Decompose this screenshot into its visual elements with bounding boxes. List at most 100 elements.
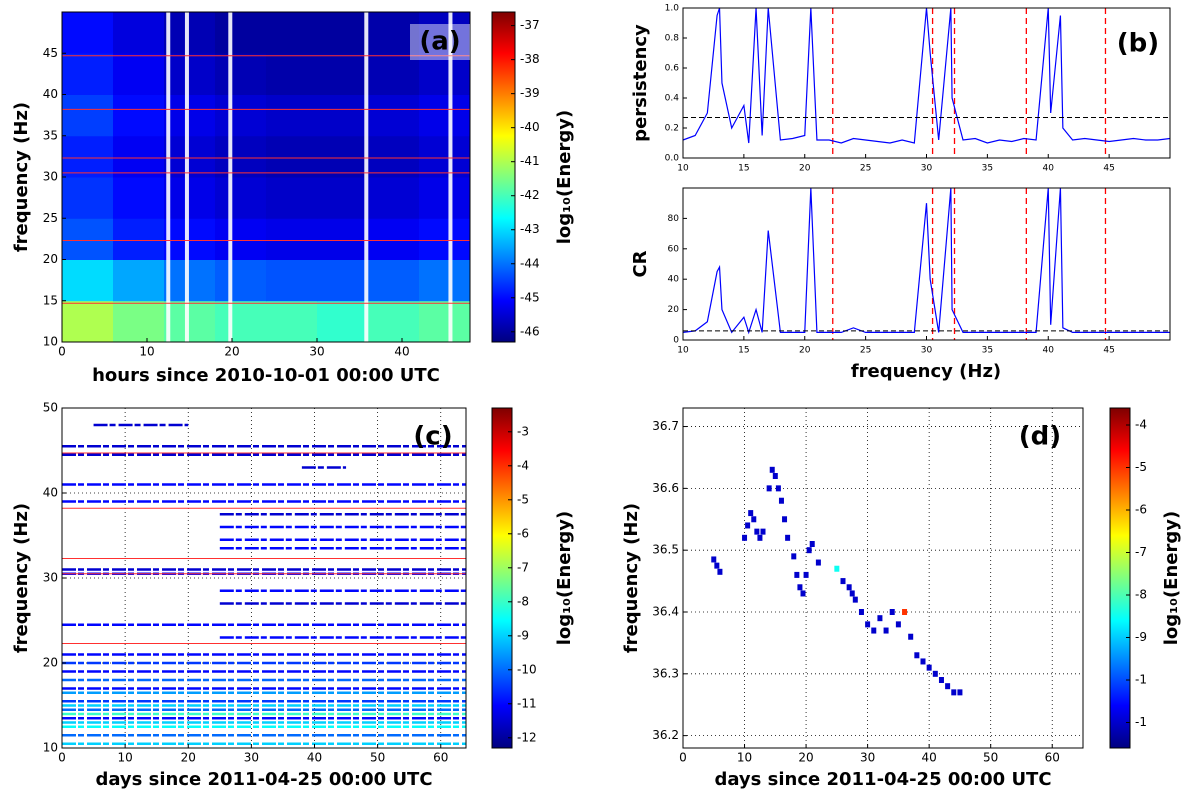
x-tick-label: 30 (921, 346, 933, 356)
heat-cell (215, 259, 267, 302)
heat-cell (266, 53, 318, 95)
heat-cell (113, 53, 165, 95)
data-gap (228, 12, 233, 342)
y-tick-label: 20 (43, 656, 58, 670)
heat-cell (419, 218, 471, 260)
y-axis-label: CR (630, 250, 651, 277)
colorbar-label: log₁₀(Energy) (1161, 511, 1182, 645)
point (865, 621, 871, 628)
heat-cell (419, 300, 471, 343)
colorbar-tick-label: -45 (520, 290, 540, 304)
y-axis-label: frequency (Hz) (621, 503, 642, 653)
y-tick-label: 36.5 (652, 543, 679, 557)
x-tick-label: 10 (139, 345, 154, 359)
heat-cell (164, 300, 216, 343)
point (846, 584, 852, 591)
point (840, 578, 846, 585)
x-tick-label: 20 (798, 751, 813, 765)
heat-cell (266, 135, 318, 178)
y-tick-label: 40 (43, 486, 58, 500)
point (951, 689, 957, 696)
y-tick-label: 36.7 (652, 419, 679, 433)
colorbar-tick-label: -42 (520, 188, 540, 202)
point (748, 510, 754, 517)
x-tick-label: 15 (738, 164, 749, 174)
plot-frame (682, 407, 1084, 749)
point (858, 609, 864, 615)
heat-cell (368, 218, 420, 260)
heat-cell (215, 135, 267, 178)
point (772, 473, 778, 479)
x-tick-label: 30 (860, 751, 875, 765)
heat-cell (164, 53, 216, 95)
colorbar-tick-label: -5 (1135, 460, 1147, 474)
heat-cell (113, 300, 165, 343)
colorbar-tick-label: -3 (517, 424, 529, 438)
point (775, 485, 781, 492)
colorbar-tick-label: -5 (517, 492, 529, 506)
y-tick-label: 36.2 (652, 728, 679, 742)
heat-cell (317, 259, 369, 302)
colorbar-tick-label: -12 (517, 730, 537, 744)
x-tick-label: 60 (433, 751, 448, 765)
heat-cell (368, 53, 420, 95)
colorbar (1109, 407, 1131, 749)
x-tick-label: 60 (1045, 751, 1060, 765)
colorbar-tick-label: -11 (517, 696, 537, 710)
y-tick-label: 80 (668, 214, 680, 224)
heat-cell (317, 218, 369, 260)
x-tick-label: 20 (224, 345, 239, 359)
y-tick-label: 30 (43, 170, 58, 184)
data-gap (184, 12, 189, 342)
y-tick-label: 0.8 (665, 34, 680, 44)
data-gap (166, 12, 171, 342)
heat-cell (266, 177, 318, 219)
heat-cell (164, 218, 216, 260)
x-axis-label: days since 2011-04-25 00:00 UTC (95, 769, 432, 790)
x-tick-label: 25 (860, 346, 871, 356)
x-tick-label: 10 (117, 751, 132, 765)
x-tick-label: 20 (799, 346, 811, 356)
x-tick-label: 0 (679, 751, 687, 765)
point (926, 664, 932, 671)
heat-cell (113, 135, 165, 178)
heat-cell (368, 135, 420, 178)
heat-cell (317, 53, 369, 95)
point (871, 627, 877, 634)
point (769, 466, 775, 473)
colorbar-tick-label: -6 (517, 526, 529, 540)
heat-cell (317, 135, 369, 178)
x-tick-label: 15 (738, 346, 749, 356)
heat-cell (164, 177, 216, 219)
point (945, 683, 951, 690)
x-tick-label: 45 (1103, 164, 1114, 174)
panel-label: (a) (419, 27, 460, 57)
colorbar-tick-label: -37 (520, 18, 540, 32)
y-tick-label: 60 (668, 244, 680, 254)
point (895, 621, 901, 628)
point (754, 528, 760, 535)
colorbar-tick-label: -7 (517, 560, 529, 574)
heat-cell (62, 259, 114, 302)
colorbar-tick-label: -10 (517, 662, 537, 676)
point (815, 559, 821, 566)
colorbar-tick-label: -1 (1135, 715, 1147, 729)
heat-cell (317, 12, 369, 54)
heat-cell (215, 12, 267, 54)
x-tick-label: 10 (737, 751, 752, 765)
point (932, 670, 938, 677)
point (751, 516, 757, 523)
colorbar-label: log₁₀(Energy) (554, 511, 575, 645)
point (902, 609, 908, 615)
y-tick-label: 1.0 (665, 4, 680, 14)
colorbar (491, 407, 513, 749)
heat-cell (266, 300, 318, 343)
heat-cell (317, 94, 369, 137)
y-tick-label: 10 (43, 335, 58, 349)
heat-cell (266, 12, 318, 54)
colorbar-tick-label: -46 (520, 324, 540, 338)
heat-cell (164, 259, 216, 302)
heat-cell (62, 94, 114, 137)
x-axis-label: frequency (Hz) (851, 361, 1001, 382)
label-box (410, 24, 470, 60)
